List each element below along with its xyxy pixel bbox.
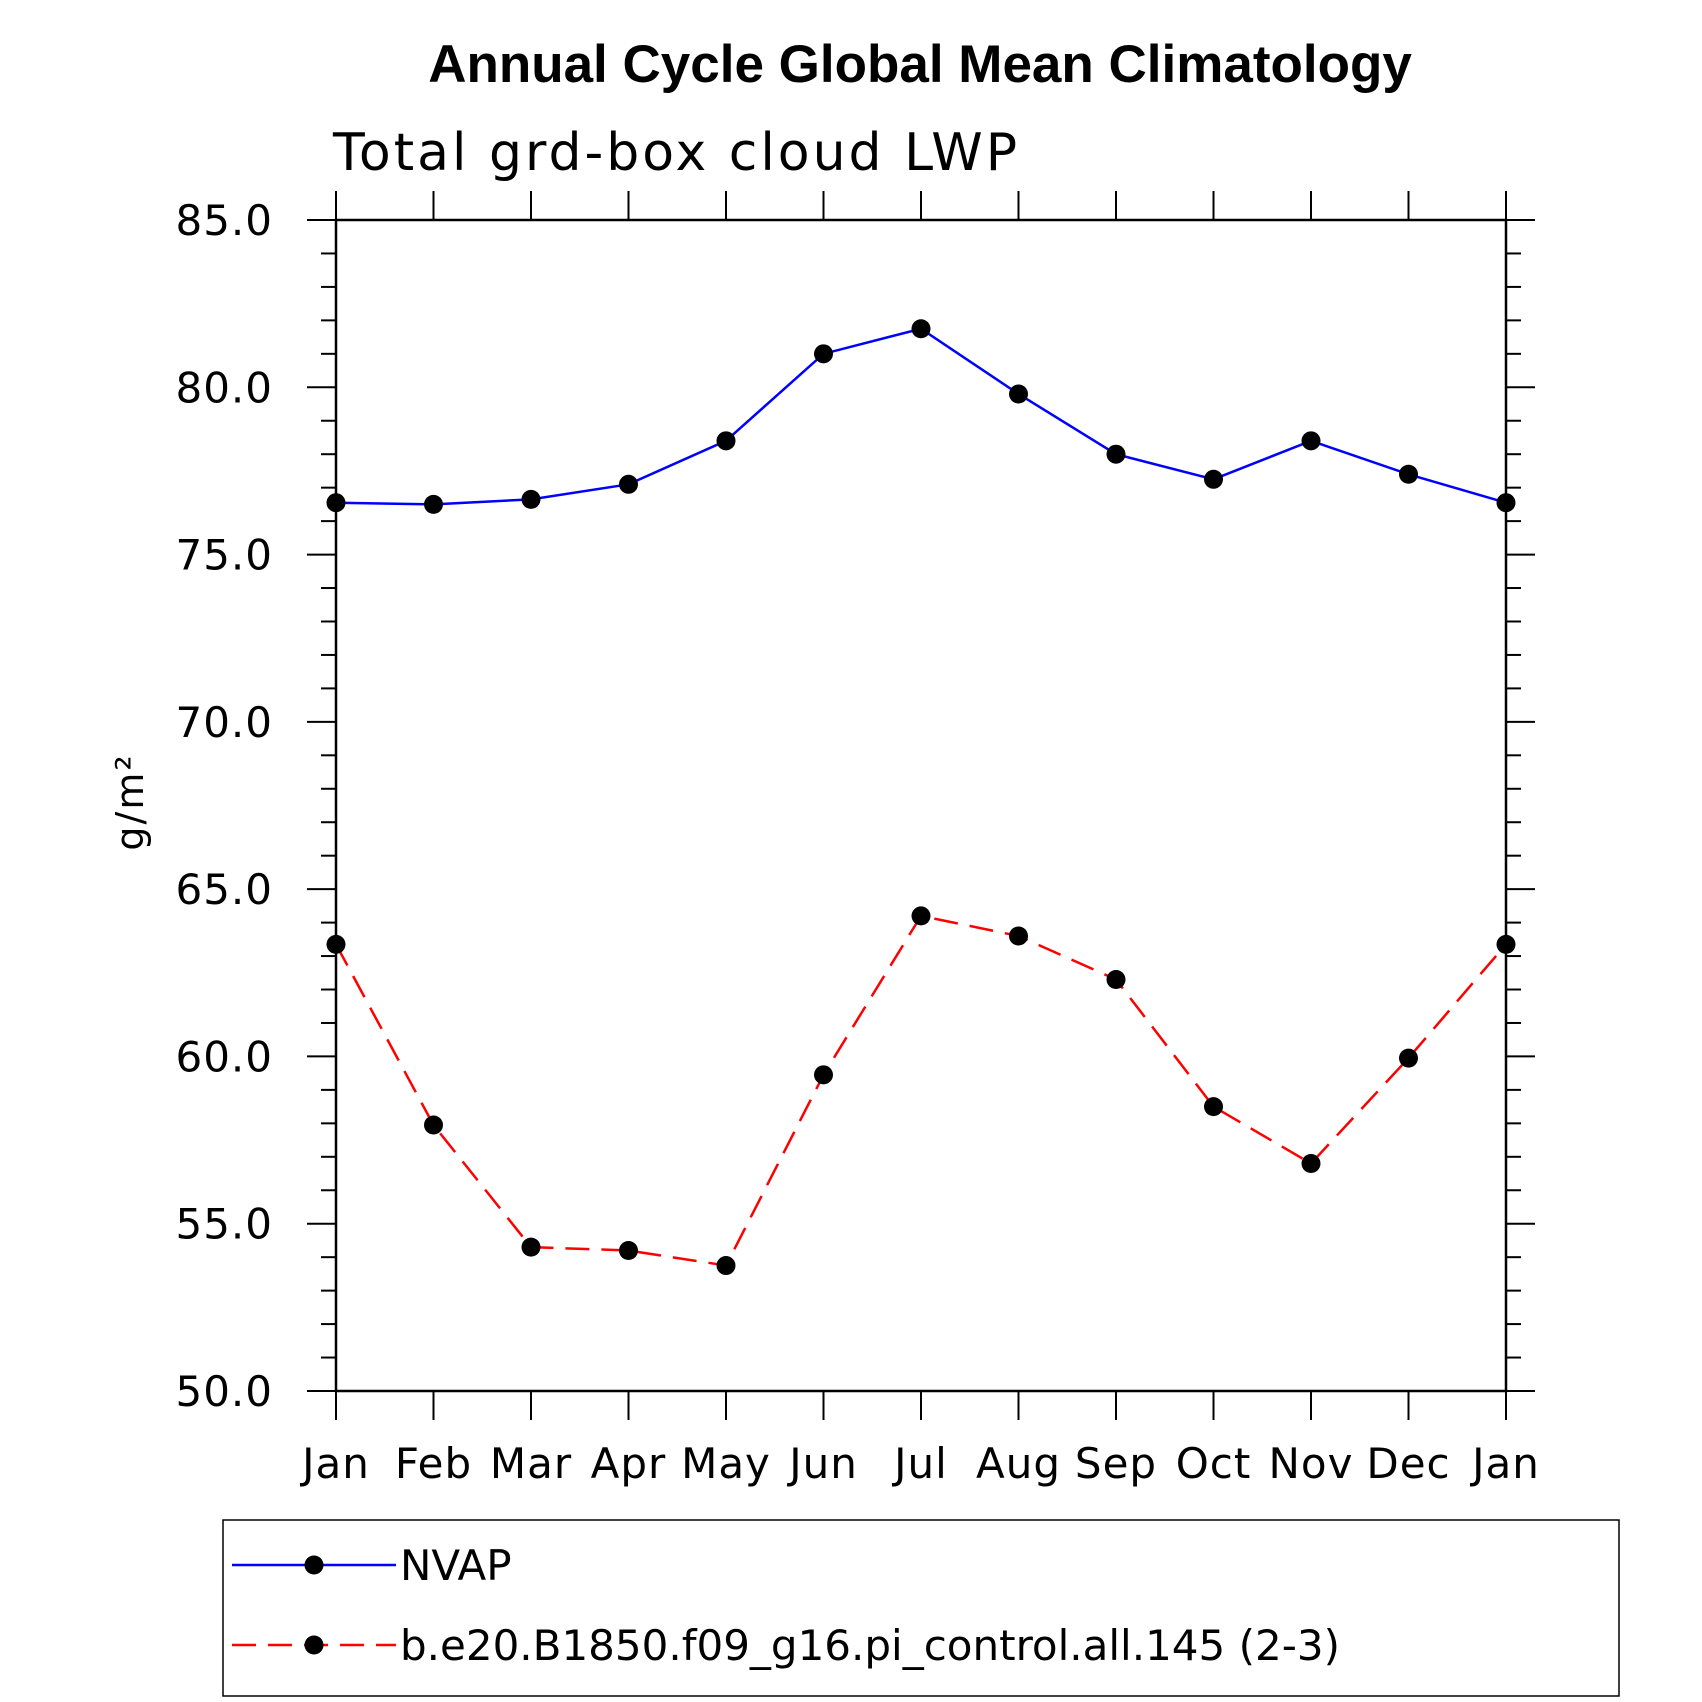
data-point — [619, 474, 638, 494]
data-point — [1301, 1153, 1321, 1173]
series-line — [334, 914, 1507, 1267]
legend-label: NVAP — [400, 1541, 512, 1590]
series-layer — [326, 319, 1516, 1276]
y-tick-label: 70.0 — [175, 698, 273, 747]
series-1 — [326, 319, 1516, 514]
data-point — [326, 493, 346, 513]
y-tick-label: 80.0 — [175, 363, 273, 412]
data-point — [1204, 1097, 1223, 1117]
y-tick-label: 55.0 — [175, 1200, 273, 1249]
x-tick-label: Sep — [1075, 1439, 1157, 1488]
data-point — [1204, 469, 1223, 489]
data-point — [814, 344, 833, 364]
y-axis-label: g/m² — [108, 753, 152, 850]
series-2 — [326, 906, 1516, 1276]
legend-marker — [304, 1555, 324, 1575]
data-point — [619, 1240, 638, 1260]
y-tick-label: 50.0 — [175, 1367, 273, 1416]
legend: NVAP b.e20.B1850.f09_g16.pi_control.all.1… — [232, 1541, 1340, 1670]
data-point — [1496, 493, 1516, 513]
data-point — [326, 934, 346, 954]
x-tick-label: Dec — [1366, 1439, 1450, 1488]
data-point — [1009, 384, 1028, 404]
data-point — [424, 494, 443, 514]
data-point — [1106, 969, 1126, 989]
data-point — [716, 1256, 736, 1276]
plot-frame — [334, 218, 1508, 1393]
data-point — [1399, 1048, 1418, 1068]
x-tick-label: Feb — [395, 1439, 472, 1488]
x-tick-label: Nov — [1269, 1439, 1354, 1488]
data-point — [716, 431, 736, 451]
chart-title: Annual Cycle Global Mean Climatology — [428, 35, 1412, 94]
legend-label: b.e20.B1850.f09_g16.pi_control.all.145 (… — [400, 1621, 1340, 1670]
legend-marker — [304, 1635, 324, 1655]
x-tick-label: Jun — [786, 1439, 858, 1488]
y-tick-label: 85.0 — [175, 196, 273, 245]
data-point — [521, 489, 541, 509]
y-tick-label: 65.0 — [175, 865, 273, 914]
y-tick-label: 60.0 — [175, 1032, 273, 1081]
x-tick-label: Jan — [1469, 1439, 1540, 1488]
data-point — [1399, 464, 1418, 484]
x-tick-label: Jan — [299, 1439, 370, 1488]
data-point — [911, 319, 931, 339]
data-point — [424, 1115, 443, 1135]
data-point — [1496, 934, 1516, 954]
data-point — [1301, 431, 1321, 451]
y-tick-label: 75.0 — [175, 531, 273, 580]
x-tick-label: Jul — [891, 1439, 948, 1488]
data-point — [1106, 444, 1126, 464]
x-tick-label: Aug — [976, 1439, 1061, 1488]
data-point — [521, 1237, 541, 1257]
x-tick-label: Oct — [1176, 1439, 1252, 1488]
series-line — [335, 327, 1507, 506]
data-point — [814, 1065, 833, 1085]
x-tick-label: Apr — [591, 1439, 667, 1488]
axes: 50.0 55.0 60.0 65.0 70.0 75.0 80.0 85.0 Jan Feb Ma… — [175, 191, 1539, 1488]
x-tick-label: Mar — [490, 1439, 572, 1488]
legend-box — [222, 1519, 1620, 1697]
chart-subtitle: Total grd-box cloud LWP — [332, 123, 1020, 183]
data-point — [1009, 926, 1028, 946]
x-tick-label: May — [681, 1439, 771, 1488]
data-point — [911, 906, 931, 926]
